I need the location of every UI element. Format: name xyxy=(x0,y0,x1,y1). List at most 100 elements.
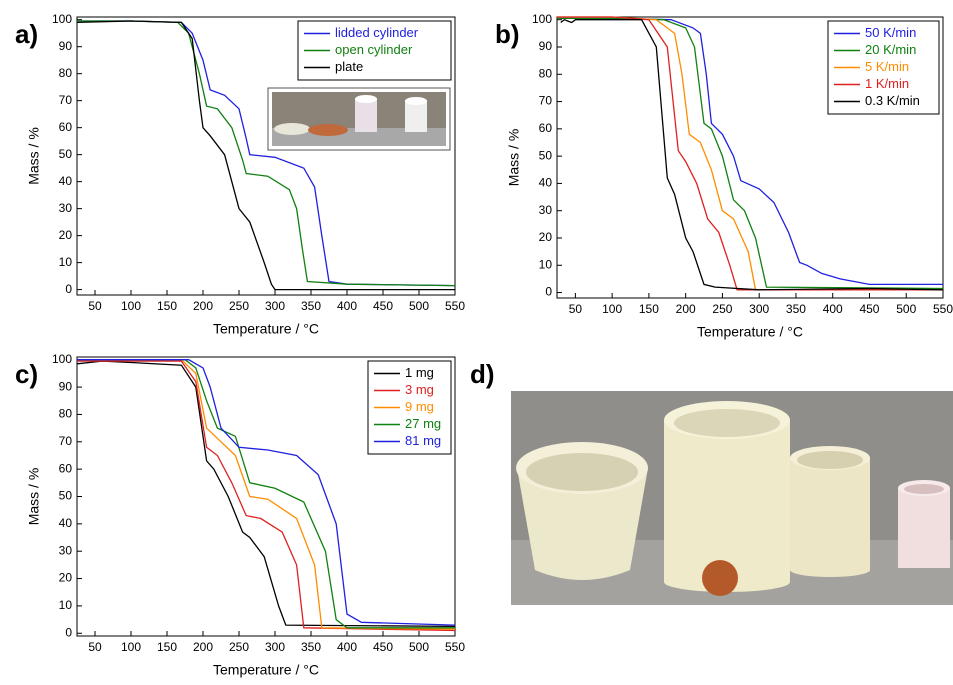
legend-label: 0.3 K/min xyxy=(865,93,920,108)
y-tick-label: 100 xyxy=(532,12,552,26)
data-line xyxy=(557,17,943,286)
y-tick-label: 60 xyxy=(539,121,553,135)
y-tick-label: 50 xyxy=(59,489,73,503)
x-axis-title: Temperature / °C xyxy=(697,324,803,340)
y-tick-label: 90 xyxy=(59,39,73,53)
legend-label: 9 mg xyxy=(405,399,434,414)
y-tick-label: 10 xyxy=(539,257,553,271)
y-tick-label: 70 xyxy=(59,434,73,448)
plot-frame xyxy=(556,16,944,299)
data-line xyxy=(77,360,456,632)
y-tick-label: 70 xyxy=(539,94,553,108)
y-tick-label: 80 xyxy=(539,66,553,80)
x-axis-title: Temperature / °C xyxy=(213,662,319,678)
data-line xyxy=(76,20,455,291)
legend: 50 K/min 20 K/min 5 K/min 1 K/min 0.3 K/min xyxy=(827,20,940,115)
y-axis-title: Mass / % xyxy=(26,468,42,526)
data-line xyxy=(560,18,944,291)
y-tick-label: 30 xyxy=(59,201,73,215)
x-tick-label: 400 xyxy=(337,640,357,654)
data-line xyxy=(77,359,456,626)
x-tick-label: 400 xyxy=(823,302,843,316)
x-tick-label: 350 xyxy=(301,640,321,654)
y-tick-label: 20 xyxy=(59,571,73,585)
data-line xyxy=(557,16,943,291)
data-line xyxy=(76,360,456,628)
y-tick-label: 10 xyxy=(59,598,73,612)
legend-label: 1 K/min xyxy=(865,76,909,91)
y-tick-label: 90 xyxy=(59,379,73,393)
legend-label: 20 K/min xyxy=(865,42,916,57)
x-tick-label: 250 xyxy=(712,302,732,316)
data-line xyxy=(77,359,455,629)
x-tick-label: 200 xyxy=(676,302,696,316)
y-tick-label: 40 xyxy=(539,176,553,190)
x-tick-label: 50 xyxy=(88,299,102,313)
legend-label: 50 K/min xyxy=(865,25,916,40)
x-tick-label: 100 xyxy=(121,640,141,654)
x-tick-label: 200 xyxy=(193,640,213,654)
data-line xyxy=(557,17,944,290)
x-tick-label: 400 xyxy=(337,299,357,313)
x-tick-label: 550 xyxy=(933,302,953,316)
data-line xyxy=(77,20,456,287)
x-axis-title: Temperature / °C xyxy=(213,321,319,337)
y-axis-title: Mass / % xyxy=(506,129,522,187)
y-tick-label: 40 xyxy=(59,174,73,188)
panel-label: b) xyxy=(495,19,520,49)
x-tick-label: 100 xyxy=(121,299,141,313)
x-tick-label: 450 xyxy=(373,299,393,313)
x-tick-label: 50 xyxy=(88,640,102,654)
y-axis-title: Mass / % xyxy=(26,127,42,185)
x-tick-label: 500 xyxy=(409,299,429,313)
x-tick-label: 250 xyxy=(229,299,249,313)
legend-label: plate xyxy=(335,59,363,74)
y-tick-label: 80 xyxy=(59,66,73,80)
y-tick-label: 10 xyxy=(59,255,73,269)
y-tick-label: 0 xyxy=(65,282,72,296)
y-tick-label: 0 xyxy=(545,285,552,299)
panel-label: a) xyxy=(15,19,38,49)
x-tick-label: 500 xyxy=(896,302,916,316)
y-tick-label: 60 xyxy=(59,120,73,134)
x-tick-label: 350 xyxy=(301,299,321,313)
y-tick-label: 90 xyxy=(539,39,553,53)
legend-label: 81 mg xyxy=(405,433,441,448)
x-tick-label: 150 xyxy=(157,640,177,654)
x-tick-label: 350 xyxy=(786,302,806,316)
legend: lidded cylinder open cylinder plate xyxy=(297,20,452,81)
x-tick-label: 300 xyxy=(265,640,285,654)
y-tick-label: 70 xyxy=(59,93,73,107)
panel-label: c) xyxy=(15,359,38,389)
legend-label: lidded cylinder xyxy=(335,25,419,40)
y-tick-label: 100 xyxy=(52,352,72,366)
crucible-photo xyxy=(511,391,953,605)
inset-photo xyxy=(267,87,451,151)
x-tick-label: 550 xyxy=(445,299,465,313)
panel-label: d) xyxy=(470,359,495,389)
legend-label: 5 K/min xyxy=(865,59,909,74)
x-tick-label: 200 xyxy=(193,299,213,313)
data-line xyxy=(77,20,456,287)
y-tick-label: 80 xyxy=(59,407,73,421)
y-tick-label: 50 xyxy=(59,147,73,161)
y-tick-label: 0 xyxy=(65,625,72,639)
x-tick-label: 450 xyxy=(373,640,393,654)
x-tick-label: 300 xyxy=(749,302,769,316)
x-tick-label: 550 xyxy=(445,640,465,654)
legend: 1 mg 3 mg 9 mg 27 mg 81 mg xyxy=(367,360,452,455)
legend-label: 3 mg xyxy=(405,382,434,397)
x-tick-label: 100 xyxy=(602,302,622,316)
y-tick-label: 50 xyxy=(539,148,553,162)
x-tick-label: 250 xyxy=(229,640,249,654)
x-tick-label: 500 xyxy=(409,640,429,654)
legend-label: 27 mg xyxy=(405,416,441,431)
x-tick-label: 150 xyxy=(157,299,177,313)
y-tick-label: 60 xyxy=(59,461,73,475)
y-tick-label: 40 xyxy=(59,516,73,530)
y-tick-label: 20 xyxy=(59,228,73,242)
legend-label: 1 mg xyxy=(405,365,434,380)
